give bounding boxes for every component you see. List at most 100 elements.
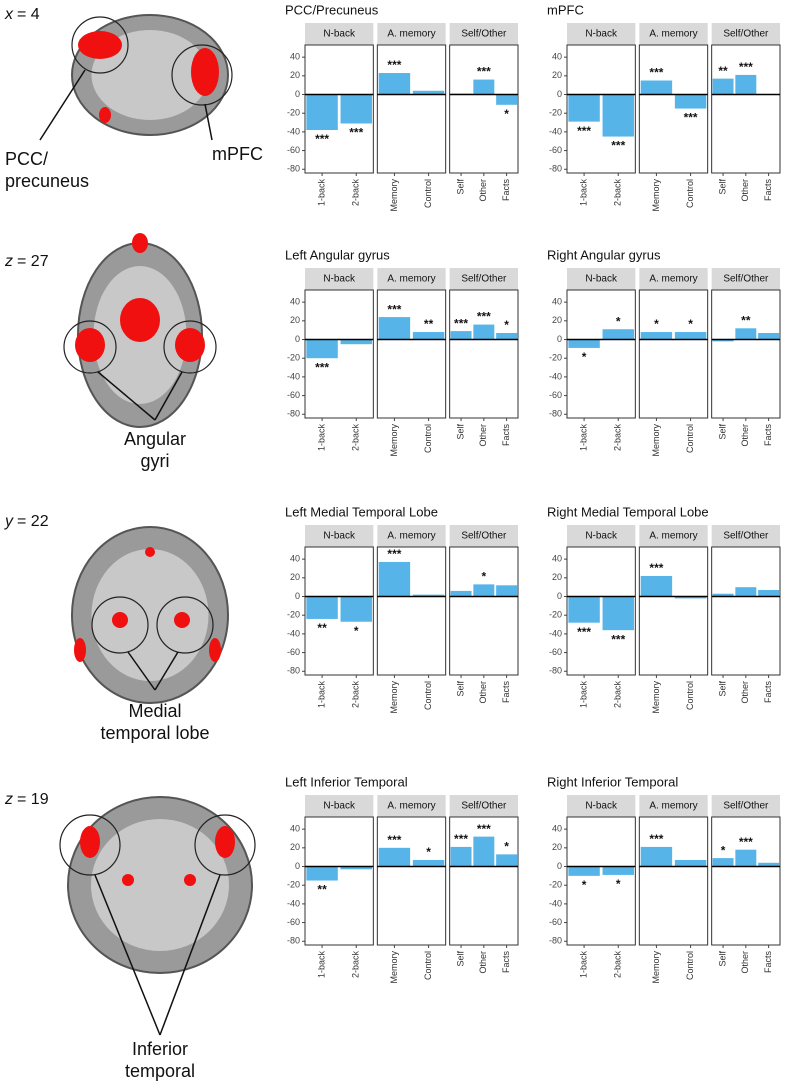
significance: *: [354, 624, 359, 638]
facet-label: A. memory: [387, 801, 435, 812]
x-tick-label: 2-back: [613, 681, 623, 709]
coordinate-axis: z: [4, 253, 13, 270]
y-tick-label: -40: [287, 628, 300, 638]
x-tick-label: Control: [423, 681, 433, 710]
brain-inner: [91, 549, 209, 681]
bar: [473, 836, 495, 867]
significance: *: [504, 107, 509, 121]
y-tick-label: 40: [552, 824, 562, 834]
y-tick-label: 40: [552, 52, 562, 62]
x-tick-label: Facts: [763, 424, 773, 447]
x-tick-label: Other: [740, 681, 750, 704]
significance: *: [582, 878, 587, 892]
x-tick-label: Other: [740, 179, 750, 202]
chart-title: Right Medial Temporal Lobe: [547, 504, 709, 519]
activation: [80, 826, 100, 858]
significance: *: [504, 318, 509, 332]
x-tick-label: Self: [455, 424, 465, 440]
facet-strip: [377, 268, 446, 290]
x-tick-label: Facts: [501, 179, 511, 202]
x-tick-label: Facts: [763, 179, 773, 202]
significance: *: [504, 840, 509, 854]
x-tick-label: Self: [717, 424, 727, 440]
significance: *: [688, 317, 693, 331]
x-tick-label: 2-back: [351, 681, 361, 709]
facet-panel: [711, 289, 781, 419]
significance: ***: [315, 360, 329, 374]
bar: [674, 332, 707, 340]
y-tick-label: -20: [549, 610, 562, 620]
y-tick-label: -20: [549, 108, 562, 118]
x-tick-label: Control: [423, 179, 433, 208]
bar: [674, 859, 707, 867]
facet-strip: [305, 525, 374, 547]
region-label: PCC/: [5, 149, 48, 169]
coordinate-value: = 27: [17, 253, 49, 270]
x-tick-label: Control: [423, 951, 433, 980]
bar: [412, 594, 445, 597]
significance: ***: [739, 835, 753, 849]
roi-circle: [91, 596, 149, 654]
x-tick-label: Self: [455, 951, 465, 967]
bar: [568, 94, 600, 122]
bar: [568, 596, 600, 623]
significance: ***: [739, 60, 753, 74]
coordinate-axis: y: [4, 513, 14, 530]
bar: [735, 587, 757, 597]
facet-strip: [639, 268, 708, 290]
y-tick-label: -40: [549, 371, 562, 381]
y-tick-label: -40: [549, 628, 562, 638]
region-label: temporal: [125, 1061, 195, 1081]
facet-strip: [567, 23, 636, 45]
x-tick-label: Self: [455, 681, 465, 697]
facet-panel: [449, 289, 519, 419]
y-tick-label: -40: [287, 126, 300, 136]
significance: ***: [684, 111, 698, 125]
bar: [735, 74, 757, 95]
facet-panel: [711, 546, 781, 676]
y-tick-label: -40: [549, 126, 562, 136]
bar: [340, 94, 372, 124]
significance: *: [616, 314, 621, 328]
activation: [174, 612, 190, 628]
x-tick-label: Memory: [651, 179, 661, 212]
chart-title: Left Angular gyrus: [285, 247, 390, 262]
bar: [473, 584, 495, 597]
y-tick-label: 0: [557, 591, 562, 601]
x-tick-label: Control: [685, 179, 695, 208]
bar: [758, 332, 780, 340]
facet-strip: [567, 525, 636, 547]
x-tick-label: 1-back: [578, 681, 588, 709]
facet-label: N-back: [323, 801, 356, 812]
bar: [378, 561, 411, 597]
pointer-line: [159, 874, 221, 1036]
significance: *: [654, 317, 659, 331]
activation: [75, 328, 105, 362]
chart-title: PCC/Precuneus: [285, 2, 379, 17]
y-tick-label: -80: [549, 164, 562, 174]
roi-circle: [163, 320, 217, 374]
y-tick-label: -80: [287, 936, 300, 946]
activation: [112, 612, 128, 628]
bar: [496, 332, 518, 340]
significance: ***: [315, 132, 329, 146]
x-tick-label: 1-back: [578, 179, 588, 207]
y-tick-label: -20: [549, 353, 562, 363]
activation: [209, 638, 221, 662]
y-tick-label: 20: [552, 842, 562, 852]
facet-panel: [638, 546, 709, 676]
facet-strip: [639, 795, 708, 817]
chart-title: Left Inferior Temporal: [285, 774, 408, 789]
bar: [496, 854, 518, 867]
activation: [184, 874, 196, 886]
significance: ***: [349, 126, 363, 140]
x-tick-label: Other: [478, 424, 488, 447]
y-tick-label: 40: [290, 52, 300, 62]
y-tick-label: 20: [290, 70, 300, 80]
significance: ***: [387, 833, 401, 847]
roi-circle: [156, 596, 214, 654]
coordinate-axis: x: [4, 6, 14, 23]
y-tick-label: 0: [295, 89, 300, 99]
bar: [735, 328, 757, 340]
activation: [122, 874, 134, 886]
